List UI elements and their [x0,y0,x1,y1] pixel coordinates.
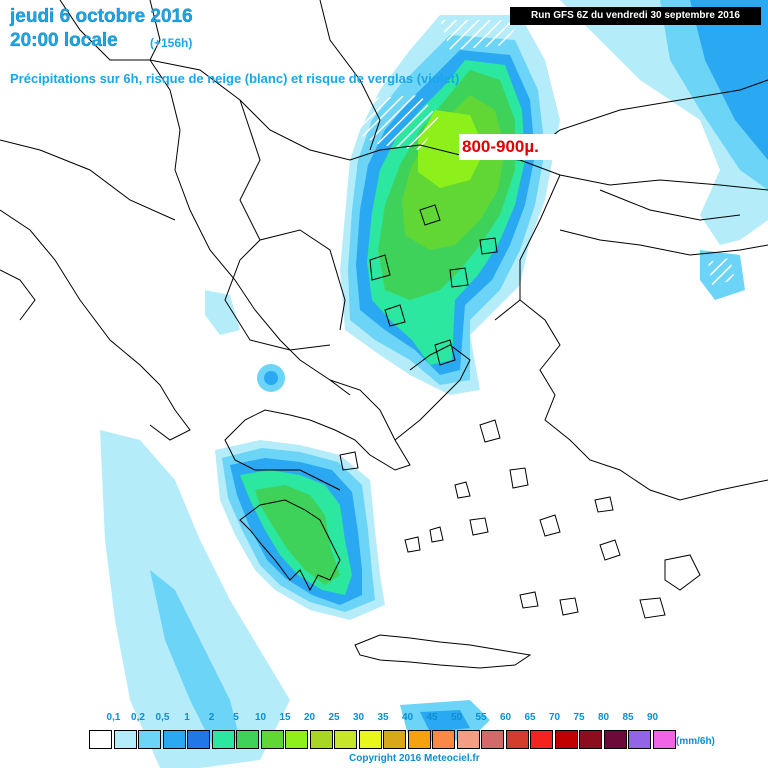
legend-swatch [628,730,651,749]
borders-layer [0,0,768,669]
legend-tick-label: 85 [622,712,634,723]
legend-swatch [236,730,259,749]
legend-swatch [113,730,137,749]
precipitation-legend: 0,1 0,2 0,5 1 2 5 10 15 20 25 30 35 40 45 50 55 60 65 70 75… [89,712,768,768]
legend-tick-label: 10 [254,712,267,723]
copyright-text: Copyright 2016 Meteociel.fr [349,753,480,764]
legend-swatch [407,730,431,749]
legend-tick-label: 45 [426,712,438,723]
legend-swatch [554,730,578,749]
run-label: Run GFS 6Z du vendredi 30 septembre 2016 [510,7,761,25]
legend-swatch [530,730,553,749]
legend-tick-label: 2 [208,712,215,723]
legend-tick-label: 35 [377,712,389,723]
legend-tick-label: 60 [499,712,512,723]
forecast-date: jeudi 6 octobre 2016 [10,6,193,27]
legend-swatch [579,730,602,749]
precipitation-layer [100,0,768,768]
legend-tick-label: 65 [524,712,536,723]
legend-swatch [162,730,186,749]
map-subtitle: Précipitations sur 6h, risque de neige (… [10,71,460,86]
legend-swatch [456,730,480,749]
legend-swatch [505,730,529,749]
legend-tick-label: 0,5 [155,712,170,723]
legend-swatch [285,730,308,749]
forecast-offset: (+156h) [150,36,193,50]
forecast-time: 20:00 locale [10,30,118,51]
legend-unit: (mm/6h) [676,736,715,747]
legend-swatch [89,730,112,749]
altitude-annotation: 800-900µ. [459,134,559,160]
legend-tick-label: 55 [475,712,487,723]
legend-tick-label: 80 [597,712,610,723]
legend-tick-label: 0,2 [131,712,145,723]
legend-swatch [358,730,382,749]
legend-tick-label: 75 [573,712,585,723]
legend-tick-label: 90 [646,712,659,723]
legend-swatch [138,730,161,749]
legend-tick-label: 30 [352,712,365,723]
legend-swatch [211,730,235,749]
legend-swatch [260,730,284,749]
legend-tick-label: 0,1 [106,712,121,723]
legend-tick-label: 70 [548,712,561,723]
legend-tick-label: 20 [303,712,316,723]
legend-tick-label: 25 [328,712,340,723]
legend-swatch [334,730,357,749]
legend-swatch [432,730,455,749]
legend-swatch [652,730,676,749]
legend-tick-label: 40 [401,712,414,723]
legend-tick-label: 5 [233,712,239,723]
legend-swatch [383,730,406,749]
legend-swatch [309,730,333,749]
legend-swatch [187,730,210,749]
legend-tick-label: 1 [184,712,190,723]
legend-swatch [481,730,504,749]
legend-tick-label: 50 [450,712,463,723]
legend-tick-label: 15 [279,712,291,723]
legend-swatch [603,730,627,749]
